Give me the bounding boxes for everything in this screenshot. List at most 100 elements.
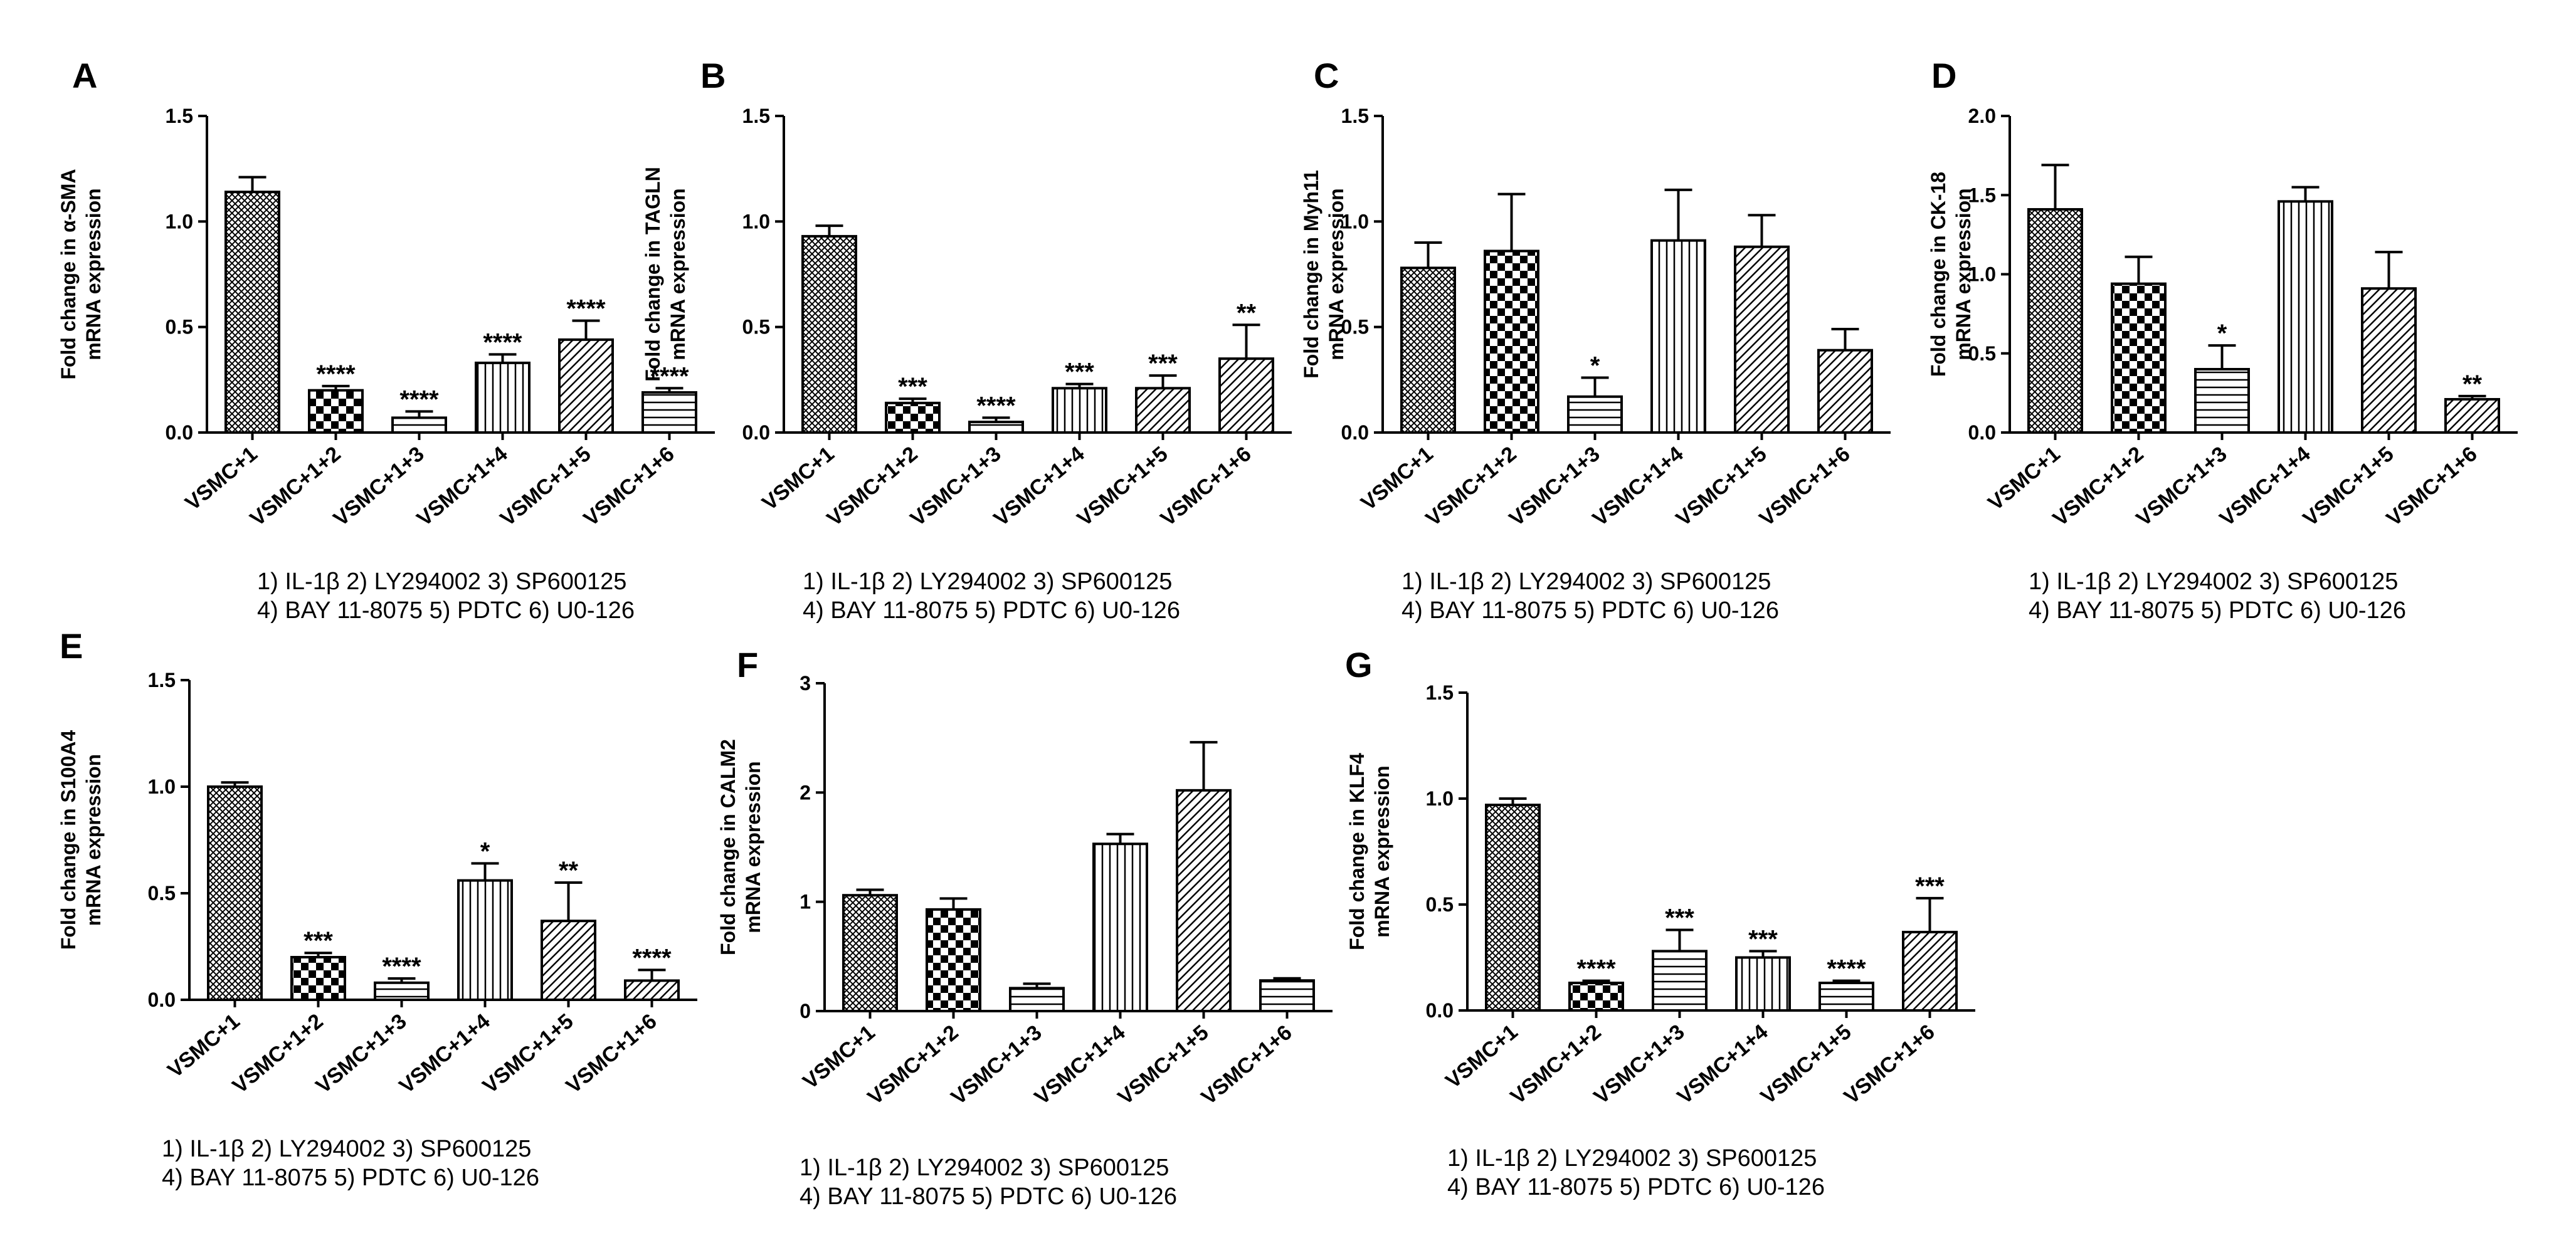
significance-marker: *	[1590, 352, 1600, 379]
bar-e-1	[207, 785, 263, 1001]
treatment-legend-line1: 1) IL-1β 2) LY294002 3) SP600125	[1401, 569, 1771, 595]
bar-e-4	[457, 879, 513, 1001]
y-axis-label-line2: mRNA expression	[1325, 188, 1348, 360]
bar-g-2	[1568, 982, 1624, 1012]
bar-f-2	[926, 908, 981, 1012]
y-axis-label-line2: mRNA expression	[1371, 765, 1393, 937]
significance-marker: ****	[632, 944, 672, 972]
y-tick-label: 1.0	[148, 775, 176, 798]
significance-marker: ****	[483, 328, 522, 356]
significance-marker: ****	[399, 386, 439, 413]
bar-a-3	[391, 416, 447, 434]
bar-d-5	[2361, 287, 2417, 434]
bar-d-2	[2111, 282, 2167, 434]
x-tick-label: VSMC+1+4	[1588, 442, 1688, 531]
bar-a-4	[475, 361, 531, 434]
y-tick-label: 0.5	[742, 316, 770, 338]
x-tick-label: VSMC+1	[1356, 442, 1437, 515]
bar-g-3	[1652, 950, 1708, 1012]
y-tick-label: 1.5	[742, 105, 770, 127]
panel-b: B 0.0 0.5 1.0 1.5 Fold change in TAGLN mRNA ex…	[641, 56, 1292, 624]
y-tick-label: 0.5	[1426, 893, 1454, 916]
y-tick-label: 1.0	[742, 210, 770, 233]
treatment-legend-line1: 1) IL-1β 2) LY294002 3) SP600125	[800, 1155, 1169, 1181]
bar-f-5	[1176, 789, 1232, 1012]
y-tick-label: 0.0	[1426, 999, 1454, 1022]
panel-f: F 0 1 2 3 Fold change in CALM2 mRNA expression…	[717, 645, 1333, 1210]
x-tick-label: VSMC+1+5	[478, 1009, 578, 1098]
significance-marker: **	[2463, 370, 2483, 398]
y-tick-label: 1.5	[166, 105, 193, 127]
bar-c-4	[1650, 239, 1706, 434]
x-tick-label: VSMC+1	[1983, 442, 2064, 515]
x-tick-label: VSMC+1+3	[312, 1009, 411, 1098]
x-tick-label: VSMC+1	[181, 442, 261, 515]
panel-label: E	[60, 626, 83, 666]
x-tick-label: VSMC+1+6	[1197, 1020, 1297, 1109]
y-axis-label-line1: Fold change in CK-18	[1927, 172, 1950, 377]
x-tick-label: VSMC+1+5	[2299, 442, 2399, 531]
y-tick-label: 1.5	[1968, 184, 1996, 206]
y-tick-label: 1.0	[166, 210, 193, 233]
treatment-legend-line1: 1) IL-1β 2) LY294002 3) SP600125	[257, 569, 626, 595]
y-tick-label: 3	[800, 672, 811, 695]
bar-c-3	[1567, 395, 1623, 434]
bar-e-6	[624, 979, 680, 1002]
panel-e: E 0.0 0.5 1.0 1.5 Fold change in S100A4 mRNA e…	[57, 626, 697, 1191]
significance-marker: ***	[1665, 905, 1694, 932]
x-tick-label: VSMC+1+4	[395, 1009, 495, 1098]
bar-a-6	[641, 391, 697, 434]
x-tick-label: VSMC+1+2	[246, 442, 346, 531]
x-tick-label: VSMC+1+3	[1505, 442, 1605, 531]
panel-label: F	[737, 645, 758, 685]
panel-label: D	[1931, 56, 1956, 95]
y-axis-label: Fold change in CALM2 mRNA expression	[717, 739, 764, 955]
bar-b-1	[801, 234, 857, 434]
x-tick-label: VSMC+1+6	[562, 1009, 662, 1098]
y-axis-label-line2: mRNA expression	[1952, 188, 1975, 360]
y-tick-label: 2	[800, 781, 811, 804]
y-axis-label: Fold change in α-SMA mRNA expression	[57, 169, 105, 379]
y-axis-label: Fold change in CK-18 mRNA expression	[1927, 172, 1975, 377]
bar-g-1	[1485, 804, 1541, 1012]
treatment-legend-line2: 4) BAY 11-8075 5) PDTC 6) U0-126	[1401, 597, 1779, 624]
bar-c-2	[1484, 249, 1539, 434]
x-tick-label: VSMC+1+6	[1156, 442, 1256, 531]
panel-g: G 0.0 0.5 1.0 1.5 Fold change in KLF4 mRNA exp…	[1345, 645, 1975, 1200]
bar-e-5	[541, 920, 596, 1001]
y-tick-label: 0.0	[1968, 421, 1996, 444]
significance-marker: ****	[1576, 955, 1616, 983]
x-tick-label: VSMC+1+2	[2049, 442, 2148, 531]
x-tick-label: VSMC+1+3	[2132, 442, 2232, 531]
y-tick-label: 0.0	[166, 421, 193, 444]
bar-d-3	[2194, 368, 2250, 434]
treatment-legend-line2: 4) BAY 11-8075 5) PDTC 6) U0-126	[162, 1165, 539, 1191]
treatment-legend-line2: 4) BAY 11-8075 5) PDTC 6) U0-126	[803, 597, 1180, 624]
y-tick-label: 0.5	[166, 316, 193, 338]
y-axis-label: Fold change in Myh11 mRNA expression	[1300, 170, 1348, 379]
x-tick-label: VSMC+1+4	[1030, 1020, 1130, 1109]
x-tick-label: VSMC+1+3	[329, 442, 429, 531]
x-tick-label: VSMC+1+2	[823, 442, 922, 531]
treatment-legend-line2: 4) BAY 11-8075 5) PDTC 6) U0-126	[800, 1183, 1177, 1210]
bar-c-1	[1400, 266, 1456, 434]
y-tick-label: 1.5	[1426, 681, 1454, 704]
bar-f-6	[1259, 979, 1315, 1012]
panel-d: D 0.0 0.5 1.0 1.5 2.0 Fold change in CK-18 mRNA…	[1927, 56, 2518, 624]
y-axis-label-line1: Fold change in Myh11	[1300, 170, 1322, 379]
x-tick-label: VSMC+1+6	[1840, 1020, 1940, 1109]
y-axis-label-line1: Fold change in S100A4	[57, 730, 80, 950]
x-tick-label: VSMC+1+3	[906, 442, 1006, 531]
y-tick-label: 0	[800, 1000, 811, 1022]
y-tick-label: 1.5	[148, 669, 176, 691]
bar-b-2	[885, 401, 941, 434]
bar-f-3	[1009, 987, 1065, 1013]
bar-f-1	[842, 894, 898, 1012]
x-tick-label: VSMC+1+2	[1422, 442, 1521, 531]
bar-a-2	[308, 389, 364, 434]
x-tick-label: VSMC+1+6	[1755, 442, 1855, 531]
bar-b-3	[968, 421, 1024, 434]
bar-d-6	[2444, 397, 2500, 434]
y-axis-label-line2: mRNA expression	[667, 188, 689, 360]
